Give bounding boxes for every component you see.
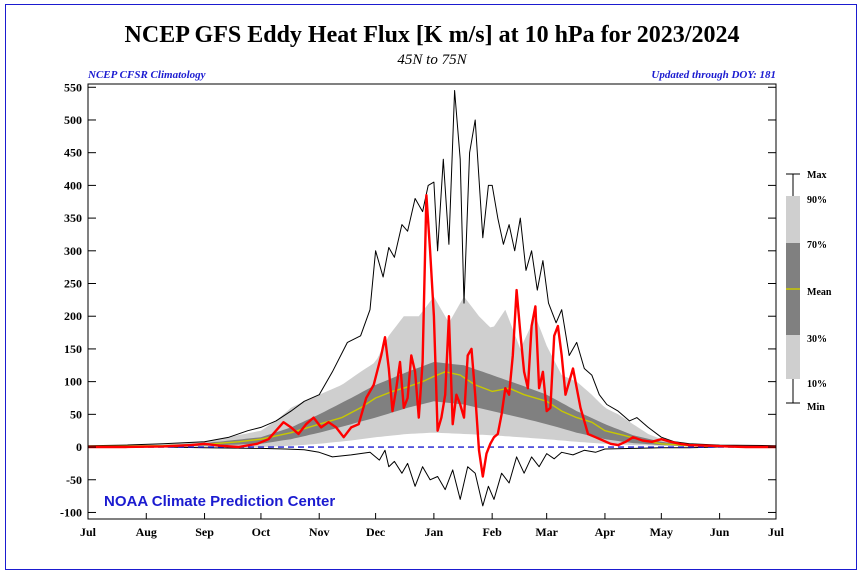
y-tick-label: -50 [66, 473, 82, 487]
y-tick-label: -100 [60, 505, 82, 519]
y-tick-label: 0 [76, 440, 82, 454]
x-tick-label: Jul [80, 525, 97, 539]
x-tick-label: Sep [195, 525, 214, 539]
legend-label: Mean [807, 287, 832, 298]
y-tick-label: 100 [64, 375, 82, 389]
y-tick-label: 350 [64, 211, 82, 225]
legend-label: 70% [807, 240, 827, 251]
x-tick-label: Dec [366, 525, 386, 539]
climatology-note: NCEP CFSR Climatology [88, 69, 206, 81]
band-30-70 [88, 362, 776, 447]
y-tick-label: 150 [64, 342, 82, 356]
x-tick-label: Jan [425, 525, 444, 539]
plot-area [87, 83, 777, 520]
legend-label: Min [807, 402, 825, 413]
legend-label: 90% [807, 195, 827, 206]
y-tick-label: 250 [64, 277, 82, 291]
x-tick-label: Oct [252, 525, 271, 539]
x-tick-label: May [650, 525, 673, 539]
chart-frame [5, 4, 857, 570]
x-tick-label: Feb [482, 525, 502, 539]
legend-label: 30% [807, 334, 827, 345]
x-tick-label: Apr [595, 525, 616, 539]
current-season-line [88, 193, 776, 478]
y-tick-label: 50 [70, 407, 82, 421]
x-tick-label: Aug [136, 525, 157, 539]
chart-subtitle: 45N to 75N [397, 52, 467, 68]
legend-label: 10% [807, 379, 827, 390]
y-tick-label: 550 [64, 80, 82, 94]
update-note: Updated through DOY: 181 [651, 69, 776, 81]
y-tick-label: 500 [64, 113, 82, 127]
credit-label: NOAA Climate Prediction Center [104, 493, 335, 510]
legend-label: Max [807, 170, 826, 181]
x-tick-label: Jun [710, 525, 730, 539]
y-tick-label: 200 [64, 309, 82, 323]
max-line [87, 90, 777, 447]
x-tick-label: Nov [309, 525, 330, 539]
mean-line [87, 371, 777, 448]
x-tick-label: Jul [768, 525, 785, 539]
min-line [88, 446, 776, 507]
y-tick-label: 400 [64, 178, 82, 192]
x-tick-label: Mar [535, 525, 558, 539]
y-tick-label: 300 [64, 244, 82, 258]
chart-title: NCEP GFS Eddy Heat Flux [K m/s] at 10 hP… [124, 22, 740, 48]
y-tick-label: 450 [64, 146, 82, 160]
